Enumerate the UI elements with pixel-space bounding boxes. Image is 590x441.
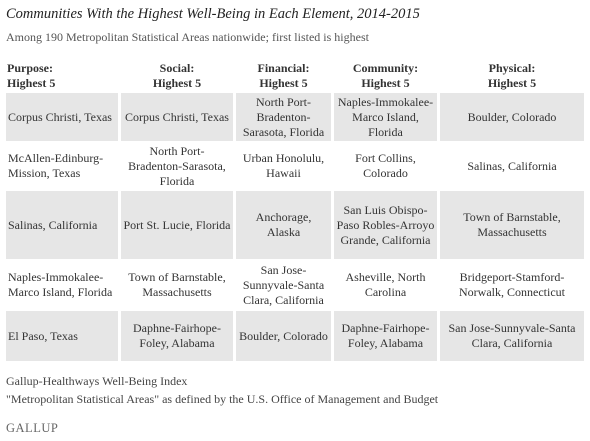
table-cell: Urban Honolulu, Hawaii bbox=[242, 151, 325, 180]
table-cell: Daphne-Fairhope-Foley, Alabama bbox=[121, 311, 233, 361]
table-cell: Naples-Immokalee-Marco Island, Florida bbox=[8, 270, 113, 299]
table-row: McAllen-Edinburg-Mission, Texas North Por… bbox=[6, 141, 584, 191]
table-cell: El Paso, Texas bbox=[6, 311, 118, 361]
header-row: Purpose: Highest 5 Social: Highest 5 Finan… bbox=[6, 54, 584, 93]
column-header: Social: Highest 5 bbox=[152, 61, 202, 90]
table: Purpose: Highest 5 Social: Highest 5 Finan… bbox=[3, 54, 587, 361]
table-row: Corpus Christi, Texas Corpus Christi, Tex… bbox=[6, 93, 584, 141]
table-row: Naples-Immokalee-Marco Island, Florida To… bbox=[6, 259, 584, 311]
table-cell: Town of Barnstable, Massachusetts bbox=[128, 270, 226, 299]
table-cell: San Jose-Sunnyvale-Santa Clara, Californ… bbox=[242, 262, 325, 307]
column-header: Physical: Highest 5 bbox=[487, 61, 537, 90]
table-cell: Corpus Christi, Texas bbox=[121, 93, 233, 141]
table-cell: Port St. Lucie, Florida bbox=[121, 191, 233, 259]
table-cell: San Luis Obispo-Paso Robles-Arroyo Grand… bbox=[334, 191, 437, 259]
table-cell: Boulder, Colorado bbox=[236, 311, 331, 361]
table-cell: Asheville, North Carolina bbox=[345, 270, 426, 299]
title: Communities With the Highest Well-Being … bbox=[6, 6, 420, 22]
table-cell: Fort Collins, Colorado bbox=[355, 151, 416, 180]
table-cell: North Port-Bradenton-Sarasota, Florida bbox=[236, 93, 331, 141]
table-cell: Naples-Immokalee-Marco Island, Florida bbox=[334, 93, 437, 141]
column-header: Community: Highest 5 bbox=[352, 61, 419, 90]
footnote: "Metropolitan Statistical Areas" as defi… bbox=[6, 392, 439, 406]
table-row: Salinas, California Port St. Lucie, Flori… bbox=[6, 191, 584, 259]
table-cell: Corpus Christi, Texas bbox=[6, 93, 118, 141]
table-cell: Daphne-Fairhope-Foley, Alabama bbox=[334, 311, 437, 361]
table-cell: Anchorage, Alaska bbox=[236, 191, 331, 259]
table-cell: San Jose-Sunnyvale-Santa Clara, Californ… bbox=[440, 311, 584, 361]
table-cell: McAllen-Edinburg-Mission, Texas bbox=[8, 151, 104, 180]
table-cell: Bridgeport-Stamford-Norwalk, Connecticut bbox=[459, 270, 565, 299]
column-header: Financial: Highest 5 bbox=[257, 61, 310, 90]
subtitle: Among 190 Metropolitan Statistical Areas… bbox=[6, 30, 369, 44]
table-body: Corpus Christi, Texas Corpus Christi, Tex… bbox=[6, 93, 584, 361]
table-cell: Town of Barnstable, Massachusetts bbox=[440, 191, 584, 259]
table-cell: Salinas, California bbox=[6, 191, 118, 259]
column-header: Purpose: Highest 5 bbox=[7, 61, 56, 90]
footnote: Gallup-Healthways Well-Being Index bbox=[6, 374, 188, 388]
logo: GALLUP bbox=[6, 421, 59, 435]
table-cell: North Port-Bradenton-Sarasota, Florida bbox=[128, 143, 226, 188]
table-cell: Boulder, Colorado bbox=[440, 93, 584, 141]
table-cell: Salinas, California bbox=[467, 158, 557, 173]
table-row: El Paso, Texas Daphne-Fairhope-Foley, Ala… bbox=[6, 311, 584, 361]
